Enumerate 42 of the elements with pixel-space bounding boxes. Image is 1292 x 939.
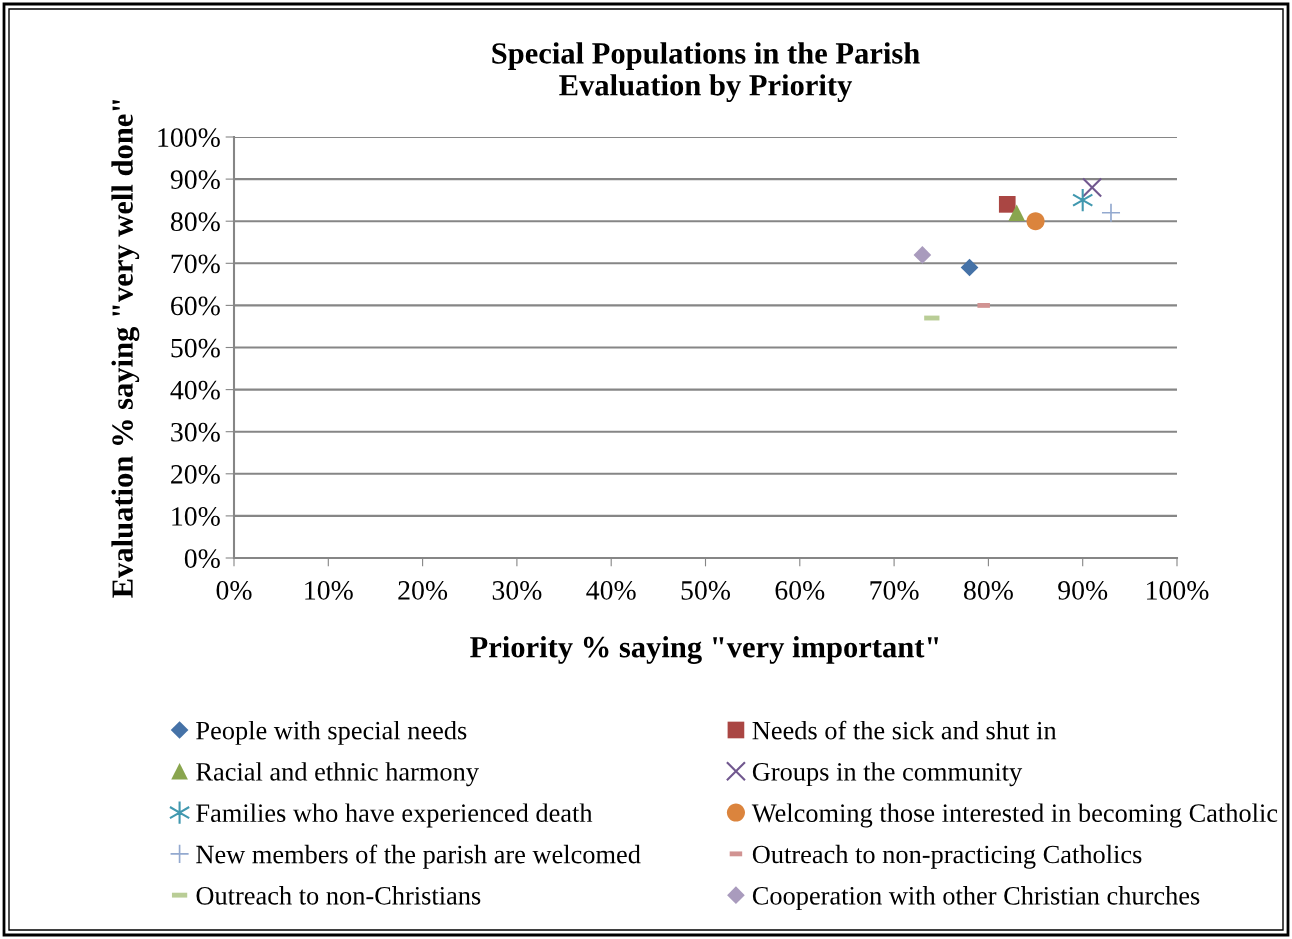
y-tick-label: 90% [170,170,220,190]
point [1101,202,1121,223]
x-axis-title: Priority % saying "very important" [470,635,939,664]
x-tick-label: 10% [305,581,353,600]
point [1008,204,1026,222]
legend-label: Families who have experienced death [196,803,593,828]
x-tick-label: 70% [870,581,919,600]
x-tick-label: 40% [586,581,636,600]
x-tick-label: 90% [1058,581,1108,600]
point [913,246,932,264]
x-tick-label: 20% [398,581,448,600]
legend-label: Needs of the sick and shut in [752,720,1057,740]
legend-label: Welcoming those interested in becoming Catholic [751,803,1278,828]
y-tick-label: 0% [184,549,220,568]
legend-label: Outreach to non-Christians [196,886,481,905]
point [1082,177,1103,198]
x-tick-label: 60% [775,581,825,600]
x-tick-label: 100% [1147,581,1209,600]
chart-title: Special Populations in the Parish Evaluation by Priority [492,42,920,102]
y-tick-label: 30% [171,422,220,442]
y-tick-label: 10% [172,507,220,526]
y-tick-label: 100% [158,128,220,147]
y-tick-label: 70% [171,254,220,274]
point [998,196,1016,213]
y-axis-title: Evaluation % saying "very well done" [111,100,140,598]
x-tick-label: 30% [492,581,542,600]
legend-label: Cooperation with other Christian churches [752,886,1200,911]
y-tick-label: 40% [170,380,220,400]
point [960,258,979,277]
legend-label: Groups in the community [752,762,1023,787]
x-tick-label: 80% [964,581,1013,600]
x-tick-label: 50% [681,581,731,600]
y-tick-label: 50% [171,338,220,358]
y-tick-label: 60% [171,296,220,316]
legend-label: Racial and ethnic harmony [196,762,479,787]
x-tick-label: 0% [216,581,252,600]
point [1026,212,1045,231]
legend-label: Outreach to non-practicing Catholics [752,844,1142,869]
legend-label: New members of the parish are welcomed [196,844,641,869]
y-tick-label: 80% [170,212,220,232]
y-tick-label: 20% [171,464,220,484]
legend-label: People with special needs [196,720,467,745]
